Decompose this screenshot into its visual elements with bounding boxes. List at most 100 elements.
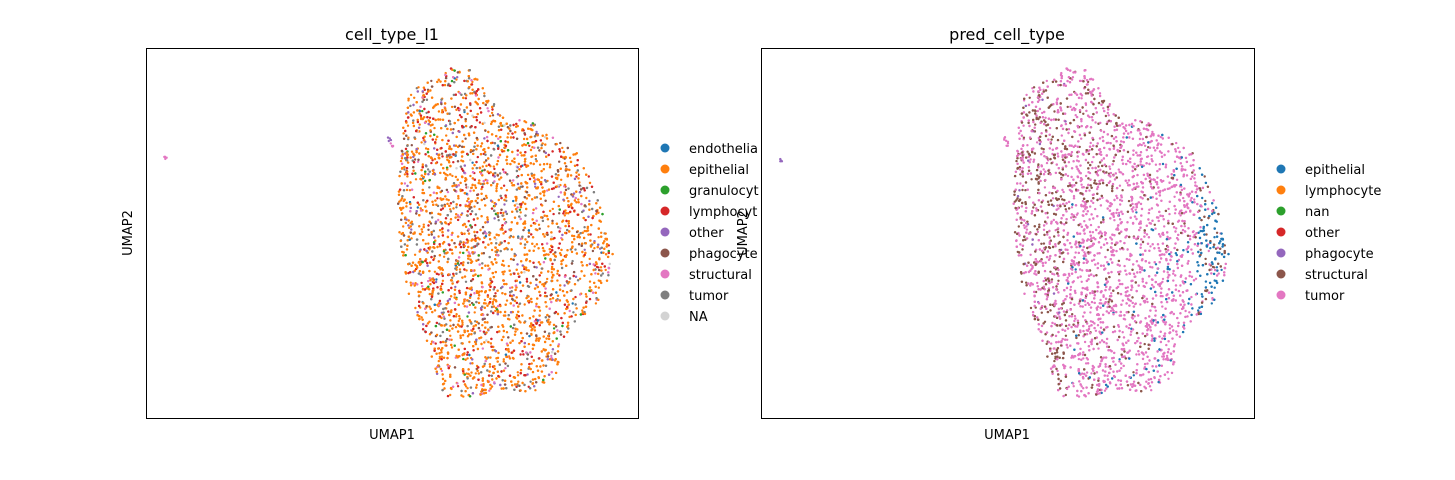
- data-point: [425, 339, 429, 342]
- data-point: [472, 327, 475, 331]
- data-point: [409, 221, 412, 225]
- data-point: [437, 273, 440, 276]
- data-point: [449, 393, 452, 397]
- data-point: [484, 388, 487, 392]
- data-point: [483, 362, 486, 366]
- data-point: [583, 312, 587, 316]
- data-point: [470, 333, 473, 336]
- data-point: [498, 153, 502, 157]
- data-point: [547, 188, 551, 191]
- data-point: [559, 141, 562, 145]
- data-point: [502, 369, 506, 372]
- data-point: [433, 303, 436, 306]
- data-point: [524, 390, 527, 393]
- data-point: [580, 194, 583, 198]
- data-point: [558, 208, 561, 211]
- data-point: [566, 325, 569, 328]
- data-point: [543, 375, 546, 378]
- data-point: [542, 284, 546, 288]
- data-point: [431, 291, 434, 294]
- data-point: [527, 231, 531, 234]
- data-point: [431, 216, 434, 219]
- data-point: [473, 184, 477, 187]
- data-point: [462, 150, 465, 154]
- data-point: [579, 188, 583, 191]
- data-point: [403, 198, 406, 201]
- data-point: [458, 268, 462, 271]
- data-point: [460, 394, 463, 397]
- data-point: [432, 289, 435, 292]
- data-point: [422, 302, 425, 305]
- data-point: [437, 302, 441, 305]
- data-point: [408, 189, 412, 192]
- data-point: [544, 151, 547, 155]
- data-point: [444, 124, 448, 127]
- data-point: [509, 124, 512, 127]
- data-point: [441, 383, 445, 386]
- data-point: [450, 79, 454, 83]
- data-point: [459, 181, 462, 185]
- data-point: [453, 344, 456, 347]
- data-point: [529, 224, 533, 227]
- data-point: [510, 351, 513, 354]
- data-point: [544, 180, 548, 183]
- data-point: [470, 269, 473, 272]
- data-point: [551, 219, 554, 223]
- data-point: [436, 135, 439, 138]
- data-point: [449, 122, 452, 126]
- data-point: [516, 149, 519, 152]
- data-point: [419, 262, 422, 266]
- data-point: [405, 159, 409, 162]
- data-point: [488, 301, 492, 304]
- data-point: [545, 253, 548, 256]
- data-point: [418, 152, 421, 155]
- data-point: [536, 228, 539, 232]
- data-point: [568, 156, 572, 160]
- data-point: [400, 157, 404, 160]
- data-point: [441, 155, 444, 158]
- data-point: [516, 182, 520, 186]
- data-point: [467, 201, 471, 204]
- data-point: [434, 103, 437, 107]
- data-point: [503, 222, 507, 225]
- data-point: [541, 219, 545, 223]
- data-point: [507, 132, 510, 135]
- data-point: [502, 264, 506, 267]
- data-point: [459, 103, 463, 106]
- data-point: [452, 93, 456, 97]
- data-point: [454, 325, 458, 329]
- data-point: [484, 232, 488, 235]
- data-point: [582, 236, 586, 240]
- data-point: [470, 260, 474, 263]
- data-point: [504, 362, 507, 365]
- data-point: [547, 253, 550, 256]
- data-point: [572, 234, 576, 238]
- data-point: [594, 285, 597, 288]
- data-point: [449, 128, 453, 131]
- data-point: [542, 364, 545, 367]
- data-point: [600, 281, 603, 285]
- data-point: [429, 283, 432, 286]
- data-point: [402, 225, 405, 228]
- data-point: [483, 92, 486, 95]
- data-point: [421, 285, 424, 288]
- data-point: [567, 220, 570, 223]
- data-point: [597, 243, 600, 246]
- data-point: [583, 226, 586, 229]
- data-point: [477, 258, 480, 261]
- data-point: [575, 201, 578, 204]
- data-point: [590, 289, 593, 292]
- data-point: [527, 235, 530, 238]
- data-point: [509, 311, 513, 314]
- data-point: [428, 277, 431, 280]
- data-point: [489, 356, 492, 359]
- data-point: [486, 218, 489, 221]
- data-point: [559, 227, 562, 230]
- data-point: [481, 347, 484, 350]
- data-point: [587, 215, 590, 218]
- data-point: [539, 365, 542, 368]
- data-point: [416, 283, 419, 286]
- data-point: [516, 124, 519, 128]
- data-point: [502, 232, 505, 235]
- data-point: [405, 151, 408, 154]
